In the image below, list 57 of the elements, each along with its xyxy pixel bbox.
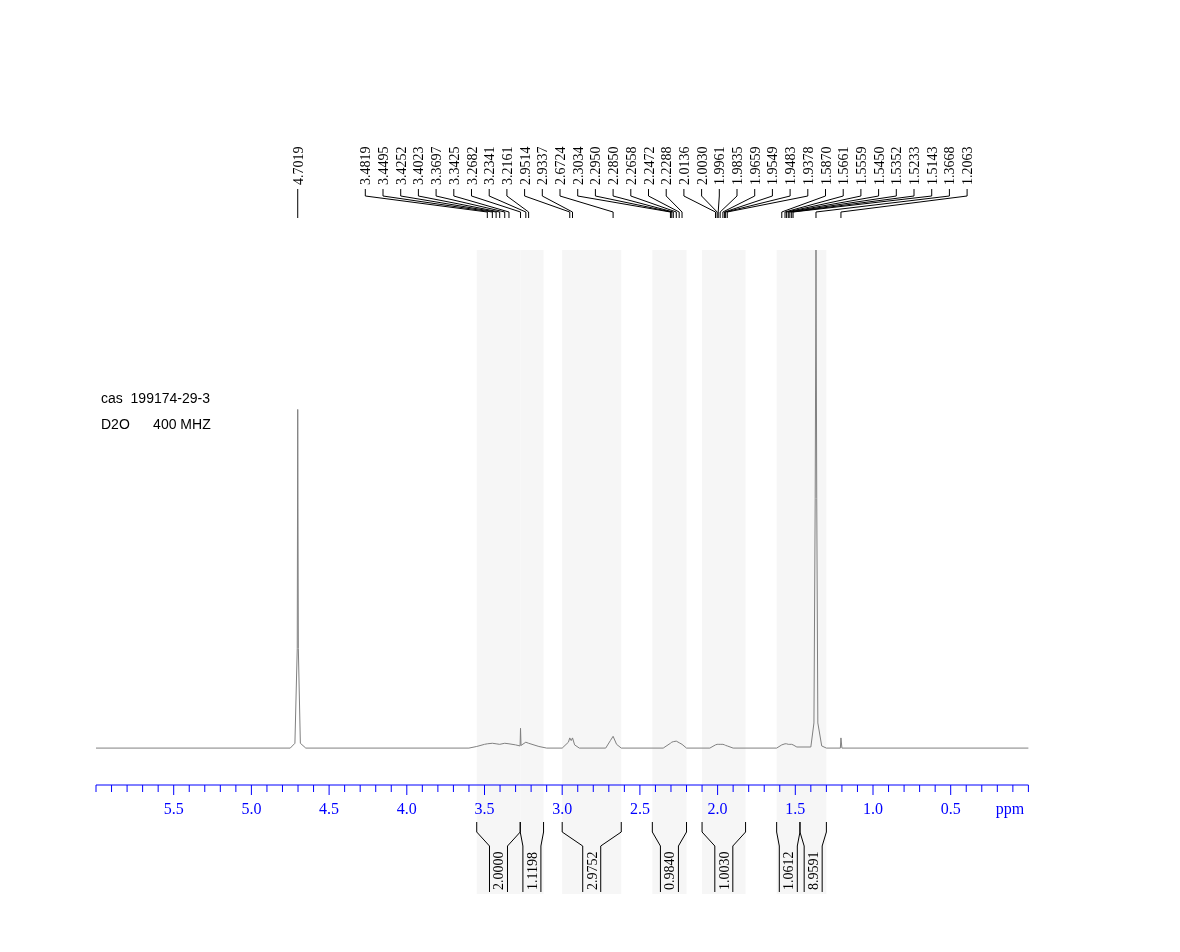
annotation: cas 199174-29-3: [101, 390, 211, 406]
annotation: 3.3425: [446, 146, 462, 185]
annotation: 2.2850: [606, 146, 622, 185]
annotation: 3.2682: [464, 146, 480, 185]
annotation: 1.3668: [942, 146, 958, 185]
annotation: 1.2063: [960, 146, 976, 185]
annotation: 1.9961: [712, 146, 728, 185]
annotation: 2.0136: [676, 146, 692, 185]
band-label: 1.0030: [716, 851, 732, 890]
x-tick-label: 1.5: [785, 800, 806, 817]
x-tick-label: 3.0: [552, 800, 573, 817]
annotation: 1.5870: [818, 146, 834, 185]
annotation: 3.2161: [499, 146, 515, 185]
x-axis-title: ppm: [995, 800, 1025, 818]
annotation: 3.4819: [358, 146, 374, 185]
annotation: 3.4252: [393, 146, 409, 185]
x-tick-label: 4.5: [319, 800, 340, 817]
annotation: 1.9378: [800, 146, 816, 185]
annotation: 1.9659: [747, 146, 763, 185]
annotation: 2.6724: [553, 146, 569, 185]
annotation: 1.5233: [907, 146, 923, 185]
annotation: 3.2341: [482, 146, 498, 185]
annotation: D2O 400 MHZ: [101, 416, 212, 432]
x-tick-label: 0.5: [940, 800, 961, 817]
annotation: 3.4495: [376, 146, 392, 185]
band-label: 2.0000: [491, 851, 507, 890]
annotation: 2.2288: [659, 146, 675, 185]
x-tick-label: 2.0: [707, 800, 728, 817]
annotation: 2.0030: [694, 146, 710, 185]
x-tick-label: 5.5: [163, 800, 184, 817]
x-tick-label: 4.0: [396, 800, 417, 817]
annotation: 1.9483: [783, 146, 799, 185]
annotation: 1.5661: [836, 146, 852, 185]
annotation: 1.9835: [730, 146, 746, 185]
x-tick-label: 2.5: [629, 800, 650, 817]
annotation: 1.5450: [871, 146, 887, 185]
annotation: 3.4023: [411, 146, 427, 185]
x-tick-label: 5.0: [241, 800, 262, 817]
annotation: 1.5143: [924, 146, 940, 185]
annotation: 1.5559: [853, 146, 869, 185]
band-label: 0.9840: [662, 851, 678, 890]
annotation: 2.9337: [535, 146, 551, 185]
x-tick-label: 1.0: [863, 800, 883, 817]
band-label: 8.9591: [806, 851, 822, 890]
annotation: 1.5352: [889, 146, 905, 185]
band-label: 1.1198: [524, 852, 540, 890]
annotation: 4.7019: [290, 146, 306, 185]
x-tick-label: 3.5: [474, 800, 495, 817]
annotation: 2.2658: [623, 146, 639, 185]
band-label: 1.0612: [781, 851, 797, 890]
band-label: 2.9752: [584, 851, 600, 890]
annotation: 2.2950: [588, 146, 604, 185]
annotation: 2.3034: [570, 146, 586, 185]
annotation: 2.2472: [641, 146, 657, 185]
annotation: 3.3697: [429, 146, 445, 185]
annotation: 1.9549: [765, 146, 781, 185]
annotation: 2.9514: [517, 146, 533, 185]
